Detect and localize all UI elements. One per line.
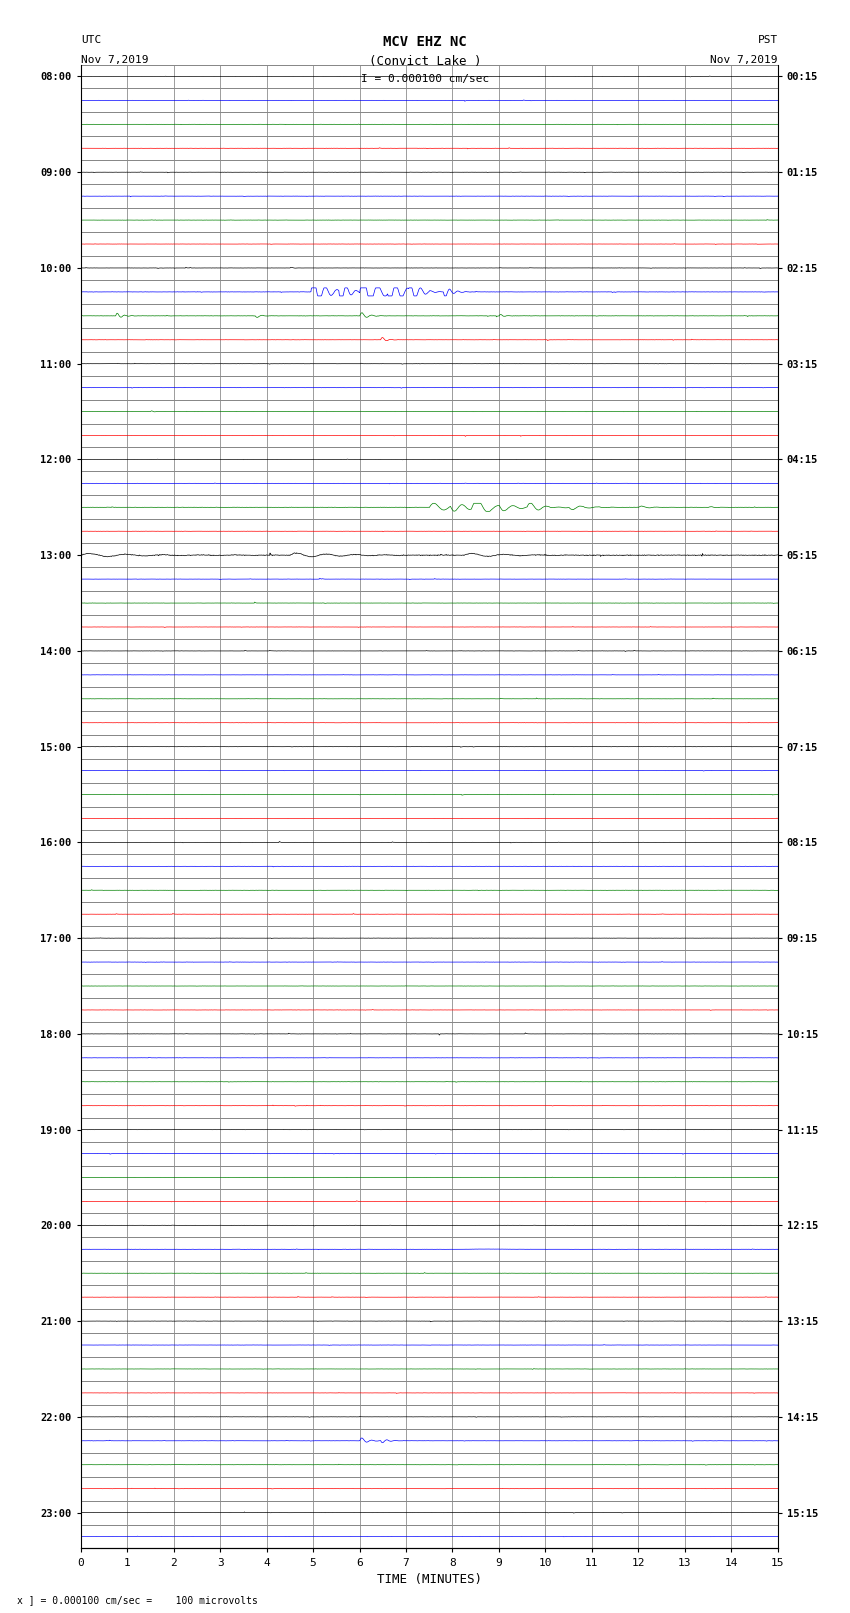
Text: MCV EHZ NC: MCV EHZ NC (383, 35, 467, 50)
Text: Nov 7,2019: Nov 7,2019 (81, 55, 148, 65)
Text: Nov 7,2019: Nov 7,2019 (711, 55, 778, 65)
Text: UTC: UTC (81, 35, 101, 45)
Text: PST: PST (757, 35, 778, 45)
Text: I = 0.000100 cm/sec: I = 0.000100 cm/sec (361, 74, 489, 84)
X-axis label: TIME (MINUTES): TIME (MINUTES) (377, 1573, 482, 1586)
Text: (Convict Lake ): (Convict Lake ) (369, 55, 481, 68)
Text: x ] = 0.000100 cm/sec =    100 microvolts: x ] = 0.000100 cm/sec = 100 microvolts (17, 1595, 258, 1605)
